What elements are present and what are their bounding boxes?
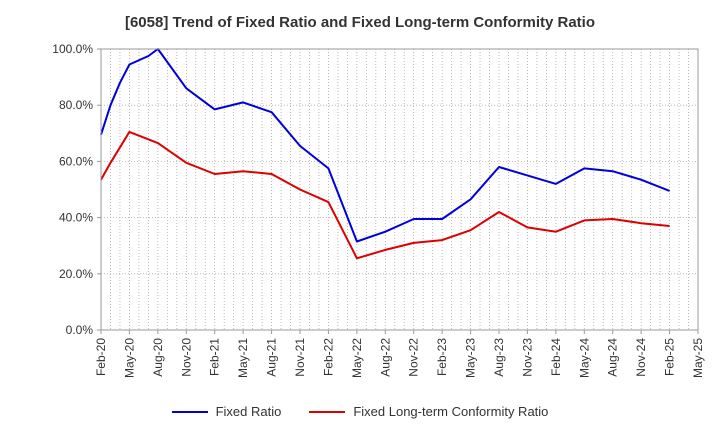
plot-area: [101, 49, 698, 330]
y-tick-label: 20.0%: [59, 267, 93, 281]
x-tick-label: Aug-23: [492, 338, 506, 377]
x-tick-label: Aug-24: [606, 338, 620, 377]
plot-frame: [100, 48, 699, 331]
y-axis: 0.0% 20.0% 40.0% 60.0% 80.0% 100.0%: [52, 42, 101, 337]
legend-swatch-fixed-ratio: [171, 410, 208, 413]
legend: Fixed Ratio Fixed Long-term Conformity R…: [0, 404, 720, 419]
x-tick-label: Nov-22: [407, 338, 421, 377]
x-tick-label: Feb-20: [94, 338, 108, 376]
x-axis: Feb-20 May-20 Aug-20 Nov-20 Feb-21 May-21 Aug-…: [94, 330, 705, 378]
x-tick-label: Feb-25: [663, 338, 677, 376]
x-tick-label: Aug-21: [265, 338, 279, 377]
chart-title: [6058] Trend of Fixed Ratio and Fixed Lo…: [124, 14, 596, 31]
y-tick-label: 100.0%: [52, 42, 93, 56]
x-tick-label: Feb-24: [549, 338, 563, 376]
x-tick-label: Feb-22: [321, 338, 335, 376]
y-tick-label: 60.0%: [59, 154, 93, 168]
x-tick-label: Aug-20: [151, 338, 165, 377]
x-tick-label: May-21: [236, 338, 250, 378]
x-tick-label: Nov-23: [520, 338, 534, 377]
x-tick-label: May-22: [350, 338, 364, 378]
x-tick-label: Feb-23: [435, 338, 449, 376]
x-tick-label: May-20: [122, 338, 136, 378]
x-tick-label: Nov-21: [293, 338, 307, 377]
legend-item-fixed-long-term-conformity-ratio: Fixed Long-term Conformity Ratio: [309, 404, 548, 419]
x-tick-label: Nov-20: [179, 338, 193, 377]
legend-swatch-fixed-long-term-conformity-ratio: [309, 410, 346, 413]
x-tick-label: May-25: [691, 338, 705, 378]
series-lines: [100, 48, 670, 260]
x-tick-label: May-23: [464, 338, 478, 378]
x-tick-label: Aug-22: [378, 338, 392, 377]
y-tick-label: 0.0%: [66, 323, 94, 337]
legend-label-fixed-long-term-conformity-ratio: Fixed Long-term Conformity Ratio: [353, 404, 549, 419]
series-line-fixed-long-term-conformity-ratio: [100, 130, 670, 260]
grid-lines: [101, 49, 698, 330]
series-line-fixed-ratio: [100, 48, 670, 243]
x-tick-label: Nov-24: [634, 338, 648, 377]
y-tick-label: 40.0%: [59, 211, 93, 225]
x-tick-label: May-24: [577, 338, 591, 378]
legend-item-fixed-ratio: Fixed Ratio: [171, 404, 282, 419]
legend-label-fixed-ratio: Fixed Ratio: [215, 404, 282, 419]
y-tick-label: 80.0%: [59, 98, 93, 112]
x-tick-label: Feb-21: [208, 338, 222, 376]
